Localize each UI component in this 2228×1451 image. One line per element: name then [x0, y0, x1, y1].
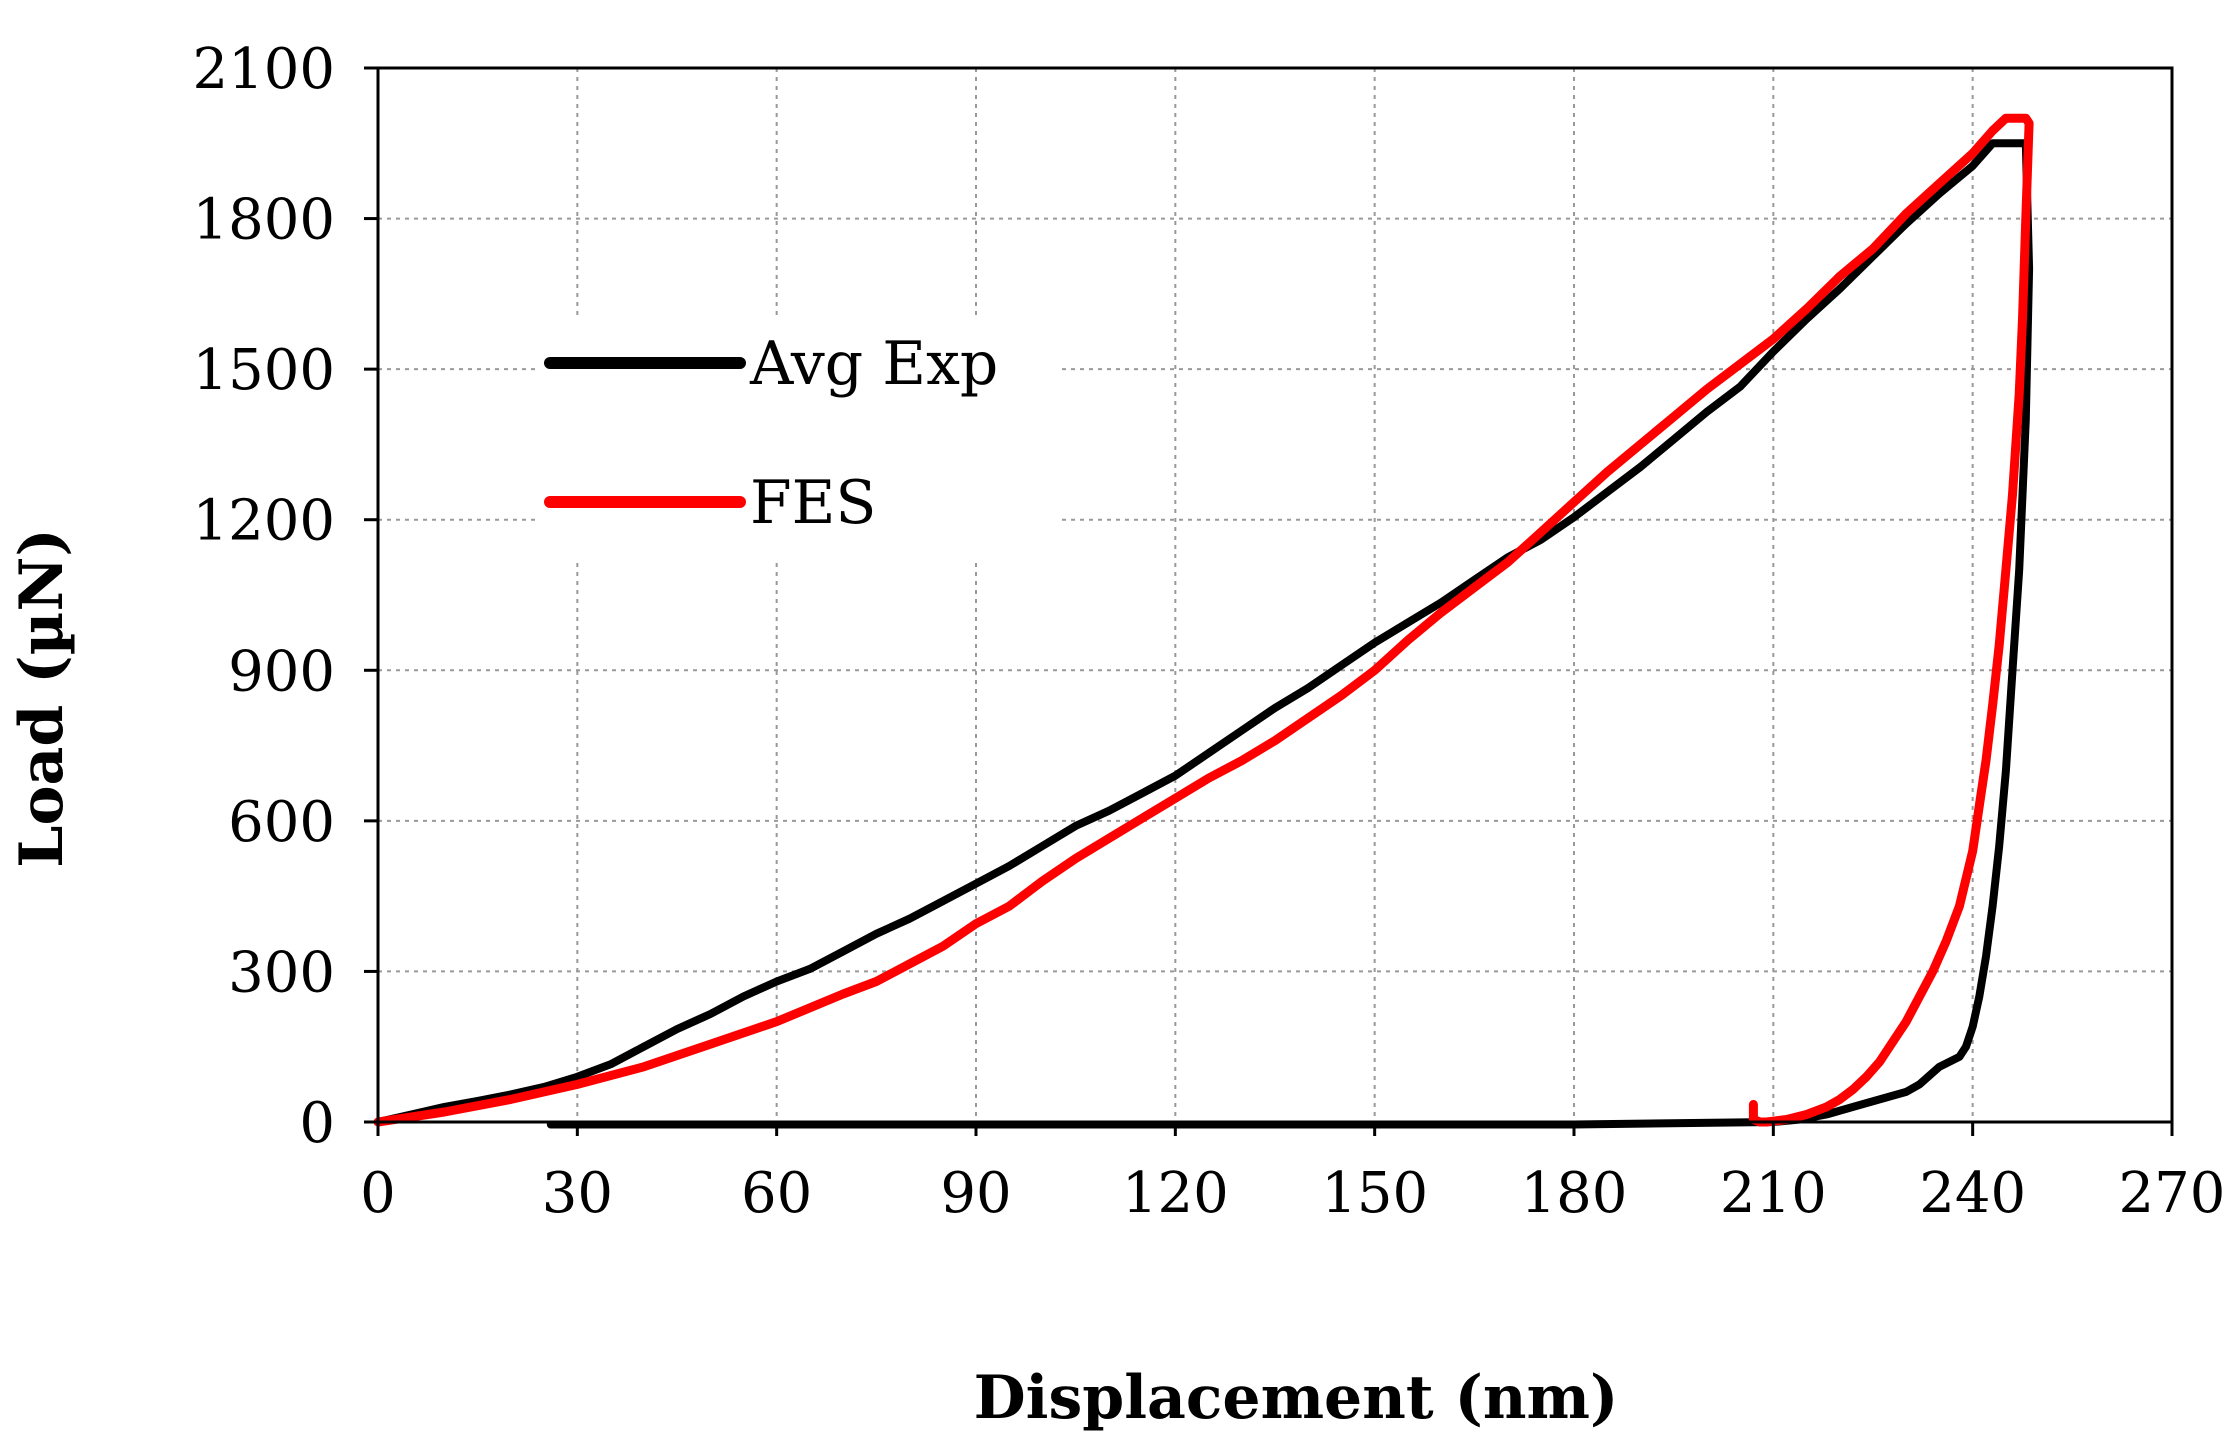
- x-tick-label: 90: [940, 1161, 1011, 1226]
- y-tick-label: 2100: [192, 37, 335, 102]
- y-tick-label: 900: [228, 639, 335, 704]
- x-tick-label: 120: [1122, 1161, 1229, 1226]
- x-tick-label: 60: [741, 1161, 812, 1226]
- y-axis-title: Load (µN): [7, 528, 77, 867]
- y-tick-label: 1800: [192, 188, 335, 253]
- series-lines: [373, 113, 2034, 1129]
- x-tick-label: 180: [1521, 1161, 1628, 1226]
- y-tick-label: 600: [228, 790, 335, 855]
- axis-ticks: [364, 66, 2174, 1136]
- y-tick-label: 1500: [192, 338, 335, 403]
- x-tick-label: 270: [2119, 1161, 2226, 1226]
- x-tick-label: 210: [1720, 1161, 1827, 1226]
- y-tick-labels: 0 300 600 900 1200 1500 1800 2100: [192, 37, 335, 1156]
- x-axis-title: Displacement (nm): [974, 1363, 1619, 1433]
- y-tick-label: 1200: [192, 489, 335, 554]
- x-tick-labels: 0 30 60 90 120 150 180 210 240 270: [360, 1161, 2225, 1226]
- x-tick-label: 0: [360, 1161, 396, 1226]
- x-tick-label: 240: [1919, 1161, 2026, 1226]
- x-tick-label: 150: [1321, 1161, 1428, 1226]
- legend: Avg Exp FES: [538, 318, 1058, 558]
- legend-label-fes: FES: [750, 468, 877, 538]
- legend-label-avg-exp: Avg Exp: [749, 329, 998, 399]
- x-tick-label: 30: [542, 1161, 613, 1226]
- series-line-avg-exp: [374, 139, 2034, 1129]
- y-tick-label: 0: [299, 1091, 335, 1156]
- y-tick-label: 300: [228, 940, 335, 1005]
- series-line-fes: [373, 113, 2034, 1127]
- plot-frame: [376, 66, 2174, 1124]
